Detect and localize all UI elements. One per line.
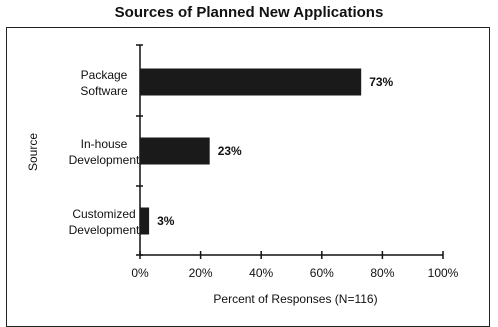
x-tick-label: 40%	[249, 266, 273, 280]
bars	[140, 68, 362, 235]
category-label: Development	[69, 153, 140, 167]
bar	[140, 137, 210, 165]
category-label: Software	[80, 84, 128, 98]
category-label: Customized	[72, 207, 135, 221]
chart-title: Sources of Planned New Applications	[114, 4, 384, 21]
x-tick-label: 60%	[310, 266, 334, 280]
y-axis-label: Source	[26, 133, 40, 171]
category-label: In-house	[81, 137, 128, 151]
x-tick-label: 80%	[370, 266, 394, 280]
x-tick-label: 100%	[428, 266, 459, 280]
labels: 0% 20% 40% 60% 80% 100% Percent of Responses (…	[26, 68, 459, 306]
data-label: 23%	[218, 144, 242, 158]
x-tick-label: 20%	[189, 266, 213, 280]
category-label: Package	[81, 68, 128, 82]
x-tick-label: 0%	[131, 266, 149, 280]
data-label: 3%	[157, 214, 175, 228]
bar	[140, 207, 150, 235]
data-label: 73%	[369, 75, 393, 89]
category-label: Development	[69, 223, 140, 237]
x-axis-label: Percent of Responses (N=116)	[213, 292, 377, 306]
bar	[140, 68, 362, 96]
